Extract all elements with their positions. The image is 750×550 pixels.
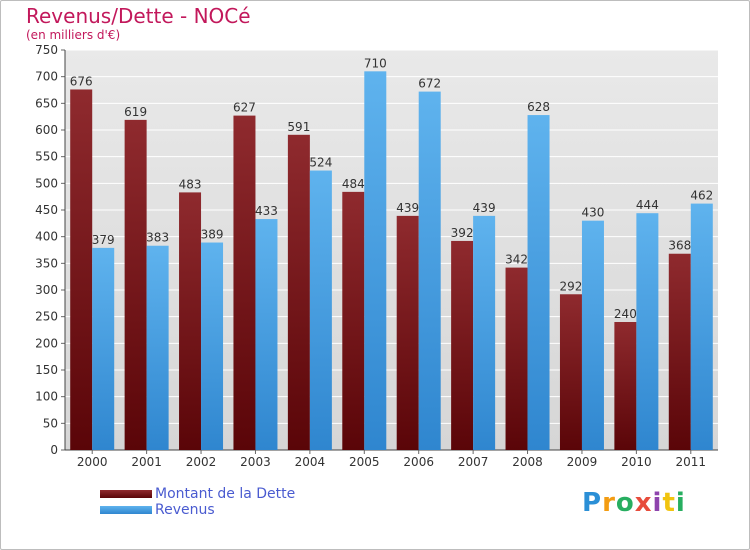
logo-letter: o	[615, 488, 635, 518]
bar-debt	[287, 134, 310, 451]
legend-swatch-debt	[100, 490, 152, 498]
data-label-revenue: 444	[636, 198, 659, 212]
legend-label-debt: Montant de la Dette	[155, 486, 296, 502]
x-tick-label: 2008	[512, 455, 543, 469]
bar-debt	[124, 119, 147, 450]
bar-revenue	[581, 220, 604, 450]
chart-title: Revenus/Dette - NOCé	[26, 4, 251, 28]
y-tick-label: 750	[35, 43, 58, 57]
data-label-revenue: 379	[92, 233, 115, 247]
logo-letter: i	[675, 488, 686, 518]
data-label-debt: 676	[70, 74, 93, 88]
data-label-debt: 483	[179, 177, 202, 191]
y-tick-label: 650	[35, 96, 58, 110]
x-tick-label: 2002	[186, 455, 217, 469]
data-label-debt: 240	[614, 307, 637, 321]
bar-revenue	[690, 203, 713, 450]
data-label-revenue: 628	[527, 100, 550, 114]
x-tick-label: 2000	[77, 455, 108, 469]
bar-revenue	[146, 245, 169, 450]
bar-revenue	[636, 213, 659, 450]
x-tick-label: 2007	[458, 455, 489, 469]
x-tick-label: 2006	[403, 455, 434, 469]
logo-letter: i	[652, 488, 663, 518]
data-label-revenue: 462	[690, 189, 713, 203]
data-label-debt: 627	[233, 101, 256, 115]
bar-revenue	[309, 170, 332, 451]
bar-debt	[614, 322, 637, 450]
y-tick-label: 550	[35, 150, 58, 164]
data-label-debt: 392	[451, 226, 474, 240]
y-tick-label: 350	[35, 256, 58, 270]
bar-revenue	[255, 219, 278, 450]
bar-debt	[342, 191, 365, 450]
legend-swatch-revenue	[100, 506, 152, 514]
bar-debt	[70, 89, 93, 450]
y-tick-label: 200	[35, 336, 58, 350]
data-label-debt: 484	[342, 177, 365, 191]
chart-subtitle: (en milliers d'€)	[26, 28, 121, 42]
y-tick-label: 100	[35, 390, 58, 404]
x-tick-label: 2001	[131, 455, 162, 469]
bar-debt	[233, 115, 256, 450]
data-label-debt: 292	[560, 279, 583, 293]
x-tick-label: 2004	[295, 455, 326, 469]
legend-item-revenue: Revenus	[100, 502, 295, 518]
data-label-revenue: 524	[309, 156, 332, 170]
y-tick-label: 0	[50, 443, 58, 457]
bar-revenue	[92, 247, 115, 450]
proxiti-logo: Proxiti	[582, 488, 686, 518]
legend-label-revenue: Revenus	[155, 502, 215, 518]
y-tick-label: 500	[35, 176, 58, 190]
logo-letter: t	[662, 488, 676, 518]
x-tick-label: 2003	[240, 455, 271, 469]
data-label-debt: 342	[505, 253, 528, 267]
y-tick-label: 400	[35, 230, 58, 244]
bar-revenue	[527, 115, 550, 451]
logo-letter: x	[634, 488, 653, 518]
data-label-debt: 368	[668, 239, 691, 253]
x-tick-label: 2011	[676, 455, 707, 469]
bar-debt	[396, 215, 419, 450]
data-label-revenue: 433	[255, 204, 278, 218]
y-tick-label: 250	[35, 310, 58, 324]
bar-revenue	[473, 215, 496, 450]
plot-background	[65, 50, 718, 450]
y-tick-label: 50	[43, 416, 58, 430]
bar-debt	[559, 294, 582, 450]
y-tick-label: 600	[35, 123, 58, 137]
data-label-debt: 591	[287, 120, 310, 134]
bar-debt	[668, 253, 691, 450]
legend: Montant de la Dette Revenus	[100, 486, 295, 518]
legend-item-debt: Montant de la Dette	[100, 486, 295, 502]
y-tick-label: 150	[35, 363, 58, 377]
data-label-debt: 439	[396, 201, 419, 215]
bar-debt	[451, 240, 474, 450]
x-tick-label: 2010	[621, 455, 652, 469]
logo-letter: P	[582, 488, 603, 518]
bar-revenue	[418, 91, 441, 450]
data-label-revenue: 710	[364, 56, 387, 70]
data-label-revenue: 430	[582, 206, 605, 220]
bar-debt	[179, 192, 202, 450]
x-tick-label: 2005	[349, 455, 380, 469]
data-label-revenue: 672	[418, 77, 441, 91]
y-tick-label: 300	[35, 283, 58, 297]
logo-letter: r	[602, 488, 616, 518]
bar-revenue	[201, 242, 224, 450]
bar-revenue	[364, 71, 387, 450]
x-tick-label: 2009	[567, 455, 598, 469]
y-tick-label: 450	[35, 203, 58, 217]
y-tick-label: 700	[35, 70, 58, 84]
bar-debt	[505, 267, 528, 450]
data-label-revenue: 383	[146, 231, 169, 245]
data-label-debt: 619	[124, 105, 147, 119]
data-label-revenue: 389	[201, 228, 224, 242]
data-label-revenue: 439	[473, 201, 496, 215]
